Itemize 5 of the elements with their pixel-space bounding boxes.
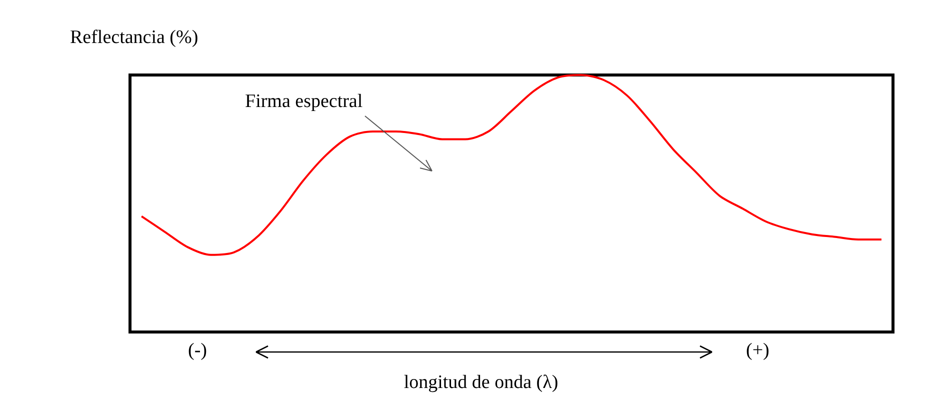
annotation: Firma espectral [245,91,363,113]
y-axis-title: Reflectancia (%) [70,27,198,49]
text: (+) [746,340,770,362]
x-axis-title: longitud de onda (λ) [404,372,558,394]
text: (-) [188,340,207,362]
